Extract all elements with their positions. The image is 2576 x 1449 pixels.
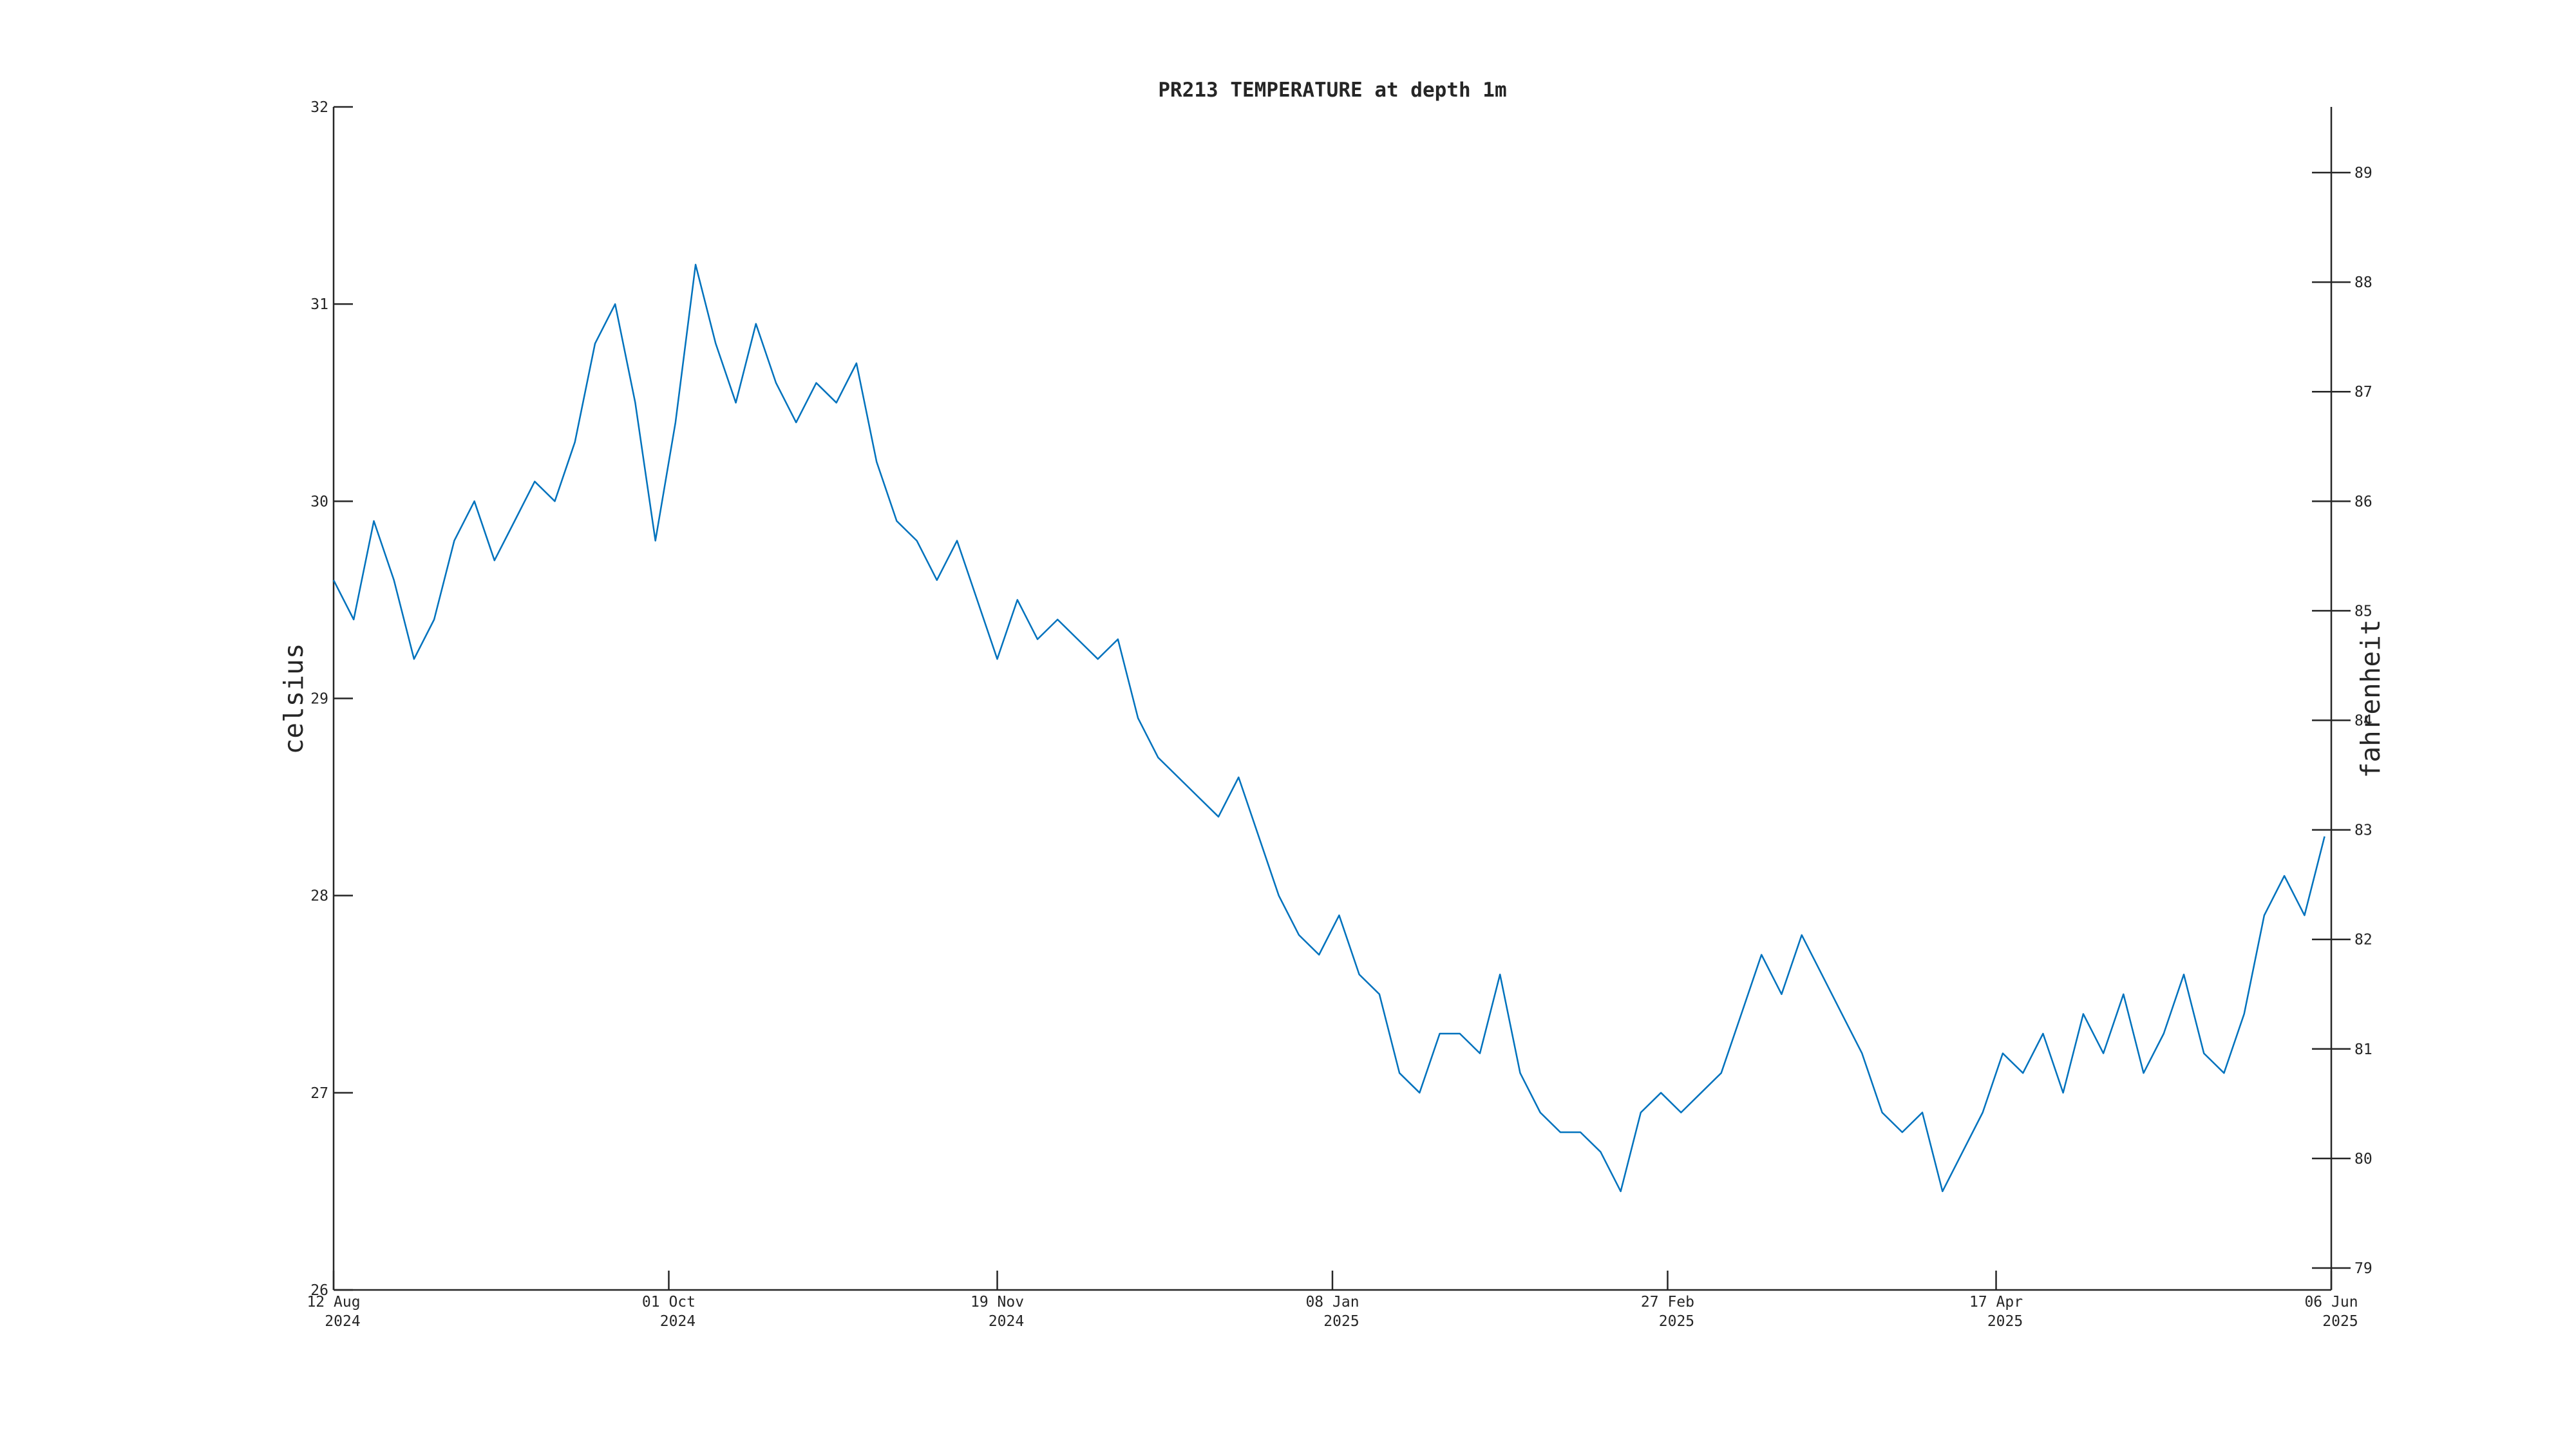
y-tick-label: 31 (310, 296, 328, 313)
y2-tick-label: 81 (2354, 1041, 2372, 1058)
x-tick-label: 01 Oct (642, 1294, 696, 1311)
x-tick-label: 12 Aug (307, 1294, 360, 1311)
x-tick-label: 2025 (1987, 1313, 2023, 1330)
x-tick-label: 19 Nov (971, 1294, 1024, 1311)
y2-tick-label: 84 (2354, 713, 2372, 730)
x-tick-label: 2025 (2322, 1313, 2358, 1330)
y-tick-label: 30 (310, 493, 328, 510)
y2-axis-label: fahrenheit (2355, 620, 2386, 779)
x-tick-label: 2024 (660, 1313, 696, 1330)
x-tick-label: 2024 (989, 1313, 1024, 1330)
x-tick-label: 2025 (1323, 1313, 1359, 1330)
x-tick-label: 2025 (1659, 1313, 1694, 1330)
x-tick-label: 2024 (325, 1313, 360, 1330)
y2-tick-label: 80 (2354, 1151, 2372, 1168)
y2-tick-label: 79 (2354, 1260, 2372, 1277)
y2-tick-label: 89 (2354, 165, 2372, 182)
y2-tick-label: 88 (2354, 274, 2372, 291)
y-tick-label: 32 (310, 99, 328, 116)
y2-tick-label: 82 (2354, 932, 2372, 949)
x-tick-label: 27 Feb (1641, 1294, 1694, 1311)
y2-tick-label: 87 (2354, 384, 2372, 401)
y-tick-label: 26 (310, 1282, 328, 1299)
y-tick-label: 27 (310, 1085, 328, 1102)
x-tick-label: 06 Jun (2304, 1294, 2358, 1311)
chart-title: PR213 TEMPERATURE at depth 1m (1158, 79, 1506, 102)
y2-tick-label: 83 (2354, 822, 2372, 839)
y-axis-label: celsius (278, 643, 309, 755)
y2-tick-label: 85 (2354, 603, 2372, 620)
y-tick-label: 28 (310, 888, 328, 905)
data-line (332, 263, 2325, 1193)
y2-tick-label: 86 (2354, 493, 2372, 510)
y-tick-label: 29 (310, 691, 328, 708)
x-tick-label: 08 Jan (1305, 1294, 1359, 1311)
x-tick-label: 17 Apr (1969, 1294, 2023, 1311)
